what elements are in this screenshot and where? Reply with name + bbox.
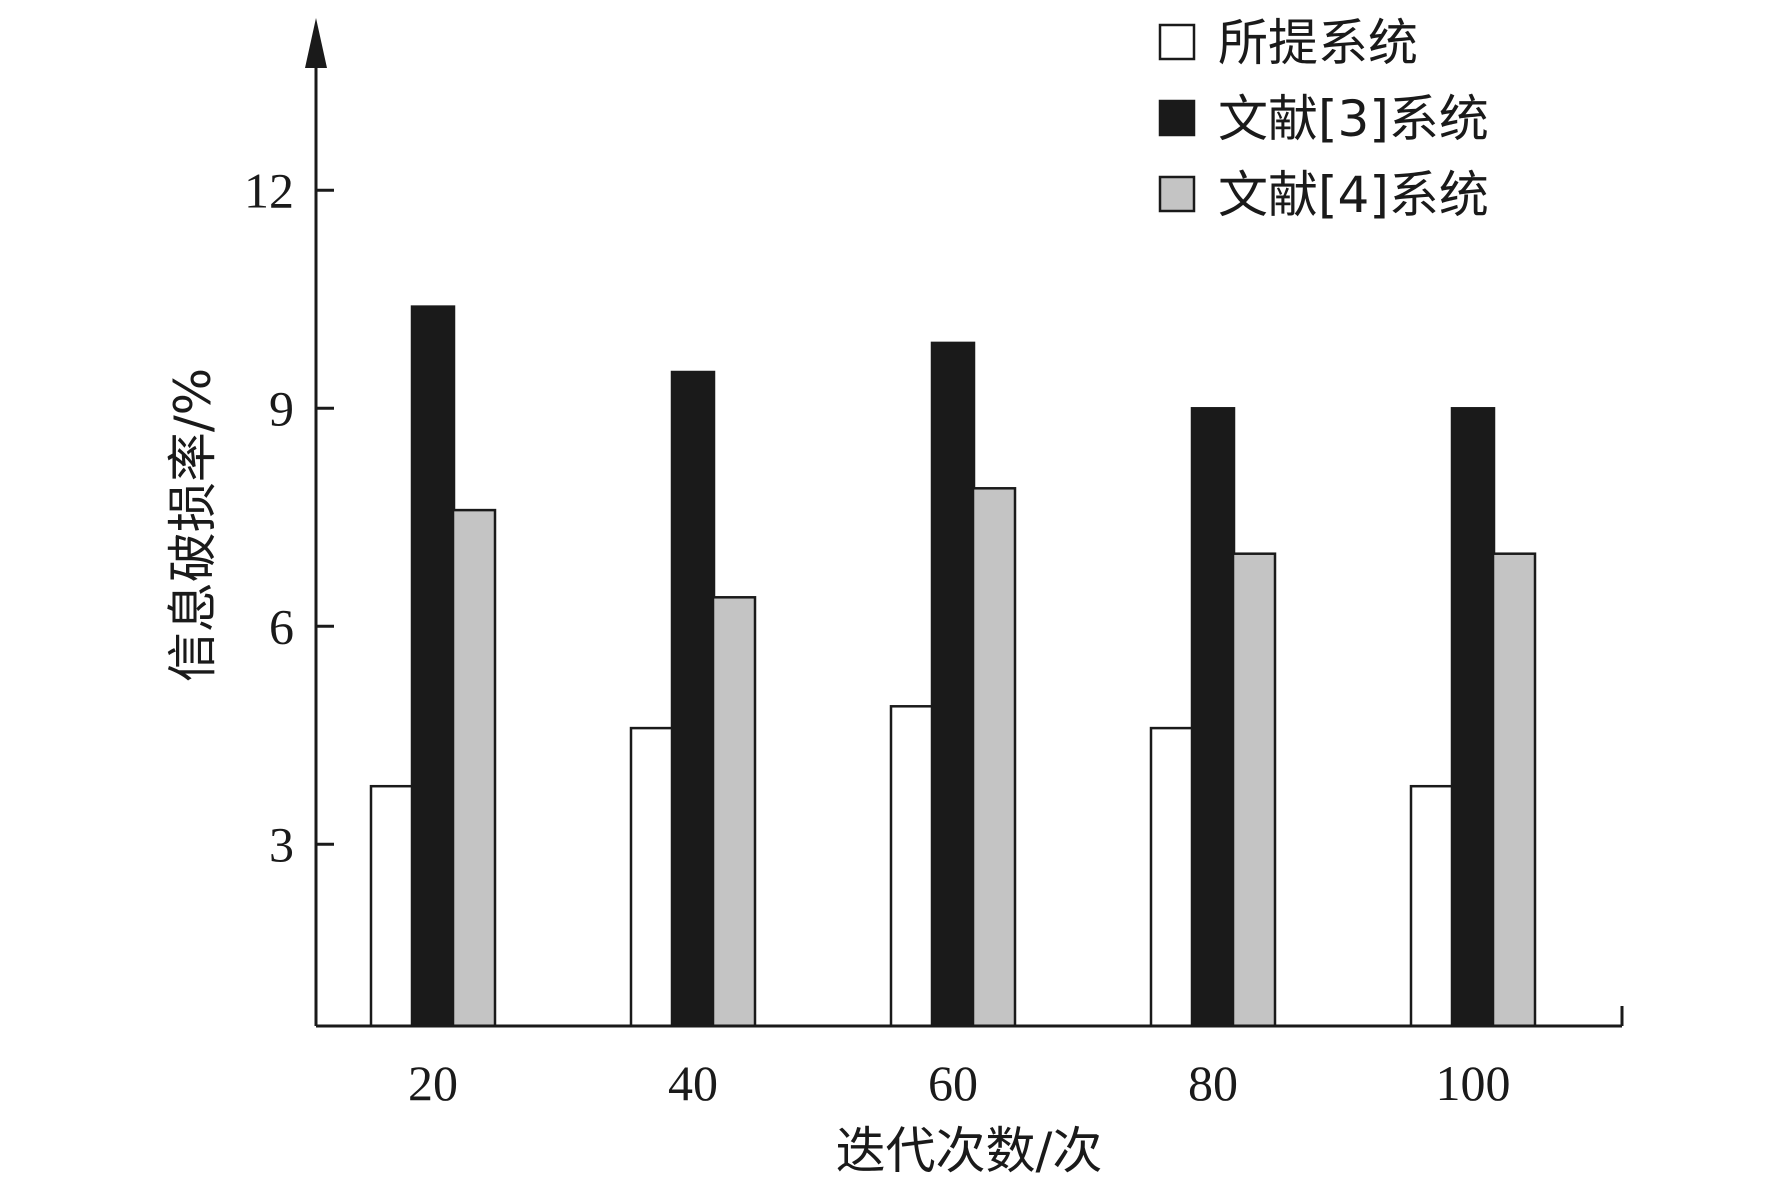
- bar-s2-60: [930, 341, 976, 1028]
- legend-label: 文献[4]系统: [1218, 166, 1489, 224]
- bar-s1-100: [1409, 784, 1455, 1028]
- bars-layer: [369, 305, 1537, 1028]
- bar-s2-20: [410, 305, 456, 1028]
- axes: [305, 18, 1624, 1028]
- y-ticks: 3 6 9 12: [244, 162, 334, 872]
- x-tick-label: 100: [1436, 1055, 1511, 1111]
- bar-s3-40: [711, 596, 757, 1028]
- y-axis-title: 信息破损率/%: [164, 368, 222, 682]
- x-tick-label: 80: [1188, 1055, 1238, 1111]
- bar-s3-100: [1491, 552, 1537, 1028]
- legend-label: 所提系统: [1218, 14, 1418, 72]
- legend-swatch: [1158, 99, 1196, 137]
- y-axis-arrow-icon: [305, 18, 327, 68]
- bar-s3-60: [971, 487, 1017, 1028]
- bar-s2-40: [670, 370, 716, 1028]
- y-tick-label: 9: [269, 380, 294, 436]
- y-tick-label: 12: [244, 162, 294, 218]
- bar-s2-100: [1450, 407, 1496, 1028]
- bar-s1-60: [889, 705, 935, 1028]
- legend-swatch: [1158, 23, 1196, 61]
- x-ticks: 20 40 60 80 100: [408, 1055, 1511, 1111]
- bar-s3-20: [451, 508, 497, 1028]
- legend-swatch: [1158, 175, 1196, 213]
- bar-s2-80: [1190, 407, 1236, 1028]
- bar-s3-80: [1231, 552, 1277, 1028]
- bar-s1-20: [369, 784, 415, 1028]
- y-tick-label: 6: [269, 598, 294, 654]
- x-tick-label: 20: [408, 1055, 458, 1111]
- bar-s1-40: [629, 726, 675, 1028]
- y-tick-label: 3: [269, 816, 294, 872]
- legend-label: 文献[3]系统: [1218, 90, 1489, 148]
- x-tick-label: 60: [928, 1055, 978, 1111]
- x-axis-title: 迭代次数/次: [836, 1122, 1103, 1180]
- bar-s1-80: [1149, 726, 1195, 1028]
- x-tick-label: 40: [668, 1055, 718, 1111]
